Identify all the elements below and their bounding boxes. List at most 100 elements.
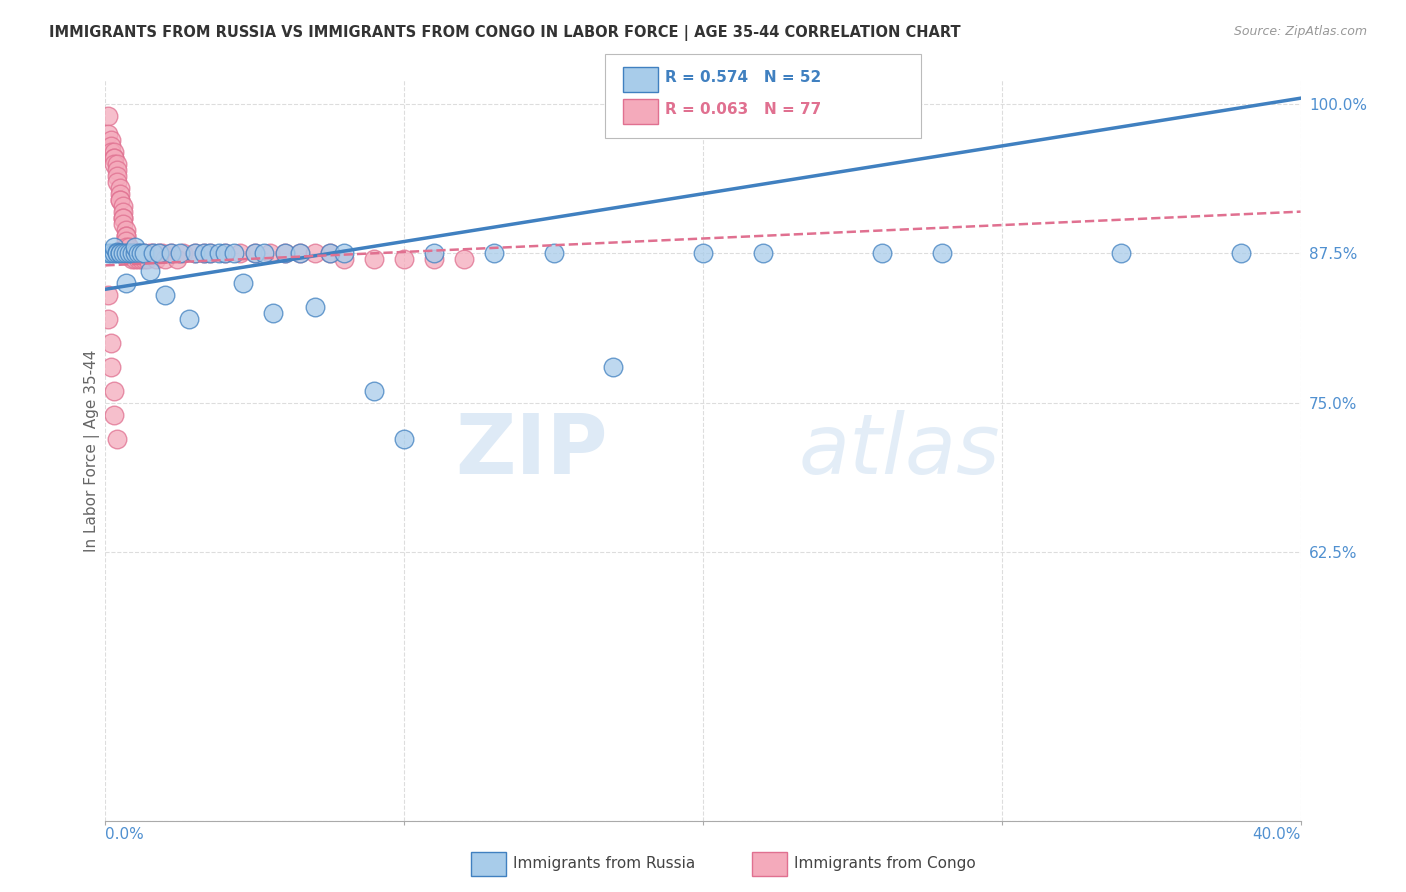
Point — [112, 199, 135, 213]
Point — [112, 246, 135, 260]
Point — [333, 246, 356, 260]
Point — [107, 169, 129, 183]
Point — [253, 246, 276, 260]
Point — [107, 432, 129, 446]
Point — [103, 145, 125, 159]
Point — [112, 204, 135, 219]
Text: R = 0.574   N = 52: R = 0.574 N = 52 — [665, 70, 821, 85]
Point — [134, 252, 156, 267]
Point — [129, 246, 153, 260]
Point — [124, 246, 146, 260]
Point — [97, 246, 120, 260]
Point — [169, 246, 191, 260]
Point — [127, 246, 149, 260]
Point — [692, 246, 714, 260]
Point — [127, 246, 149, 260]
Point — [110, 180, 132, 194]
Point — [121, 246, 143, 260]
Point — [100, 145, 122, 159]
Point — [184, 246, 207, 260]
Point — [482, 246, 505, 260]
Point — [304, 300, 326, 314]
Point — [288, 246, 311, 260]
Point — [118, 240, 141, 254]
Point — [118, 246, 141, 260]
Point — [121, 246, 143, 260]
Point — [100, 359, 122, 374]
Point — [118, 246, 141, 260]
Point — [100, 133, 122, 147]
Point — [110, 193, 132, 207]
Point — [160, 246, 183, 260]
Point — [115, 228, 138, 243]
Point — [243, 246, 266, 260]
Point — [394, 252, 416, 267]
Point — [304, 246, 326, 260]
Text: 0.0%: 0.0% — [105, 827, 145, 842]
Text: atlas: atlas — [799, 410, 1000, 491]
Point — [148, 246, 170, 260]
Text: Source: ZipAtlas.com: Source: ZipAtlas.com — [1233, 25, 1367, 38]
Point — [193, 246, 215, 260]
Point — [110, 246, 132, 260]
Point — [288, 246, 311, 260]
Y-axis label: In Labor Force | Age 35-44: In Labor Force | Age 35-44 — [83, 350, 100, 551]
Point — [142, 246, 165, 260]
Point — [751, 246, 773, 260]
Point — [155, 252, 177, 267]
Point — [118, 246, 141, 260]
Point — [112, 211, 135, 225]
Point — [363, 384, 385, 398]
Point — [318, 246, 340, 260]
Point — [100, 246, 122, 260]
Point — [1229, 246, 1253, 260]
Point — [110, 186, 132, 201]
Point — [124, 246, 146, 260]
Point — [273, 246, 295, 260]
Point — [222, 246, 245, 260]
Point — [229, 246, 252, 260]
Text: R = 0.063   N = 77: R = 0.063 N = 77 — [665, 103, 821, 117]
Point — [107, 246, 129, 260]
Point — [110, 193, 132, 207]
Point — [121, 246, 143, 260]
Point — [115, 228, 138, 243]
Point — [232, 277, 254, 291]
Point — [262, 306, 284, 320]
Point — [160, 246, 183, 260]
Point — [127, 246, 149, 260]
Point — [139, 246, 162, 260]
Point — [103, 240, 125, 254]
Point — [97, 127, 120, 141]
Point — [103, 151, 125, 165]
Point — [150, 246, 173, 260]
Point — [134, 246, 156, 260]
Point — [107, 157, 129, 171]
Point — [172, 246, 194, 260]
Point — [453, 252, 475, 267]
Point — [214, 246, 236, 260]
Point — [115, 277, 138, 291]
Text: Immigrants from Congo: Immigrants from Congo — [794, 856, 976, 871]
Point — [214, 246, 236, 260]
Point — [107, 162, 129, 177]
Text: ZIP: ZIP — [456, 410, 607, 491]
Point — [118, 246, 141, 260]
Point — [100, 336, 122, 351]
Point — [193, 246, 215, 260]
Point — [115, 222, 138, 236]
Point — [148, 246, 170, 260]
Point — [318, 246, 340, 260]
Point — [1111, 246, 1133, 260]
Point — [115, 240, 138, 254]
Point — [103, 408, 125, 422]
Text: 40.0%: 40.0% — [1253, 827, 1301, 842]
Point — [103, 151, 125, 165]
Point — [110, 246, 132, 260]
Point — [107, 245, 129, 260]
Point — [115, 235, 138, 249]
Point — [124, 252, 146, 267]
Point — [423, 246, 446, 260]
Point — [112, 211, 135, 225]
Point — [107, 175, 129, 189]
